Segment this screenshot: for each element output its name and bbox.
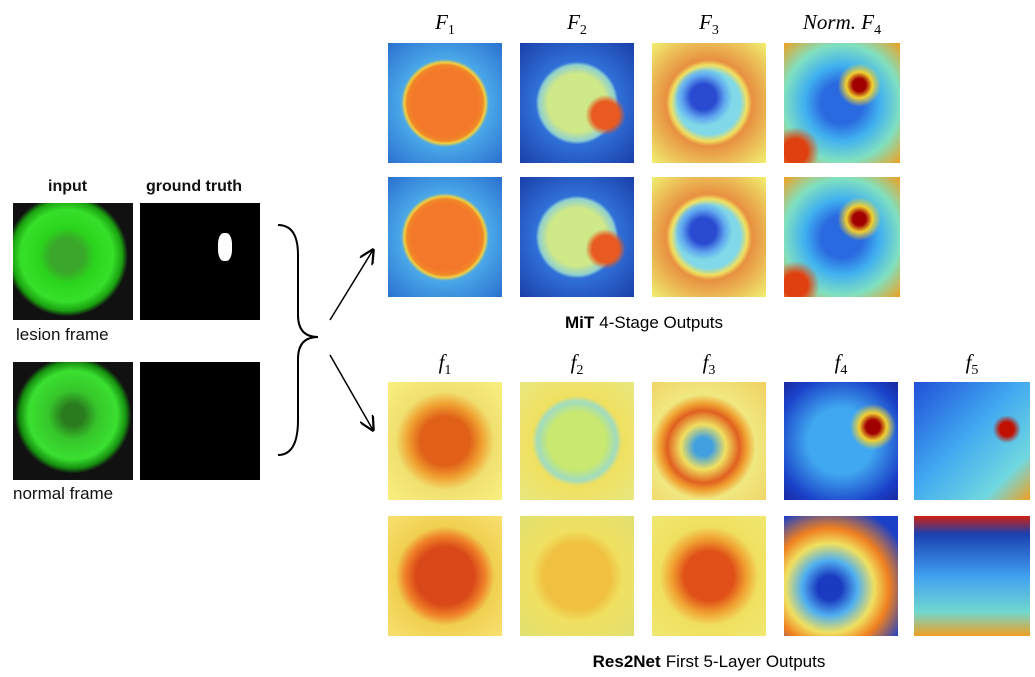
heatmap bbox=[914, 382, 1030, 500]
label-part: 3 bbox=[712, 23, 719, 38]
input-image bbox=[13, 203, 133, 320]
label-part: F bbox=[435, 10, 448, 34]
heatmap bbox=[652, 516, 766, 636]
layer-label: f5 bbox=[914, 350, 1030, 379]
heatmap bbox=[520, 177, 634, 297]
layer-label: f4 bbox=[784, 350, 898, 379]
heatmap bbox=[388, 382, 502, 500]
label-part: Norm. bbox=[803, 10, 856, 34]
label-part: F bbox=[699, 10, 712, 34]
label-part: 5 bbox=[971, 363, 978, 378]
section-caption: Res2Net First 5-Layer Outputs bbox=[388, 652, 1030, 672]
layer-label: f3 bbox=[652, 350, 766, 379]
heatmap bbox=[914, 516, 1030, 636]
label-part: 2 bbox=[576, 363, 583, 378]
heatmap bbox=[784, 516, 898, 636]
heatmap bbox=[652, 382, 766, 500]
label-part: 3 bbox=[708, 363, 715, 378]
label-part: Res2Net bbox=[593, 652, 661, 671]
connector bbox=[270, 215, 390, 465]
input-image bbox=[13, 362, 133, 480]
lesion-mask bbox=[218, 233, 232, 261]
stage-label: Norm. F4 bbox=[770, 10, 914, 39]
layer-label: f1 bbox=[388, 350, 502, 379]
header: ground truth bbox=[146, 178, 242, 196]
stage-label: F3 bbox=[652, 10, 766, 39]
heatmap bbox=[520, 516, 634, 636]
stage-label: F2 bbox=[520, 10, 634, 39]
heatmap bbox=[388, 516, 502, 636]
header: input bbox=[48, 178, 87, 196]
caption: lesion frame bbox=[16, 325, 109, 345]
heatmap bbox=[388, 177, 502, 297]
heatmap bbox=[784, 177, 900, 297]
heatmap bbox=[520, 382, 634, 500]
label-part: First 5-Layer Outputs bbox=[666, 652, 826, 671]
heatmap bbox=[388, 43, 502, 163]
layer-label: f2 bbox=[520, 350, 634, 379]
label-part: MiT bbox=[565, 313, 594, 332]
figure: input ground truth lesion frame normal f… bbox=[0, 0, 1035, 677]
label-part: 4-Stage Outputs bbox=[599, 313, 723, 332]
stage-label: F1 bbox=[388, 10, 502, 39]
caption: normal frame bbox=[13, 484, 113, 504]
mask-image bbox=[140, 203, 260, 320]
label-part: 4 bbox=[874, 23, 881, 38]
label-part: F bbox=[861, 10, 874, 34]
heatmap bbox=[652, 43, 766, 163]
label-part: 1 bbox=[444, 363, 451, 378]
label-part: 4 bbox=[840, 363, 847, 378]
heatmap bbox=[520, 43, 634, 163]
heatmap bbox=[784, 382, 898, 500]
label-part: 1 bbox=[448, 23, 455, 38]
heatmap bbox=[652, 177, 766, 297]
heatmap bbox=[784, 43, 900, 163]
section-caption: MiT 4-Stage Outputs bbox=[388, 313, 900, 333]
label-part: F bbox=[567, 10, 580, 34]
label-part: 2 bbox=[580, 23, 587, 38]
mask-image bbox=[140, 362, 260, 480]
